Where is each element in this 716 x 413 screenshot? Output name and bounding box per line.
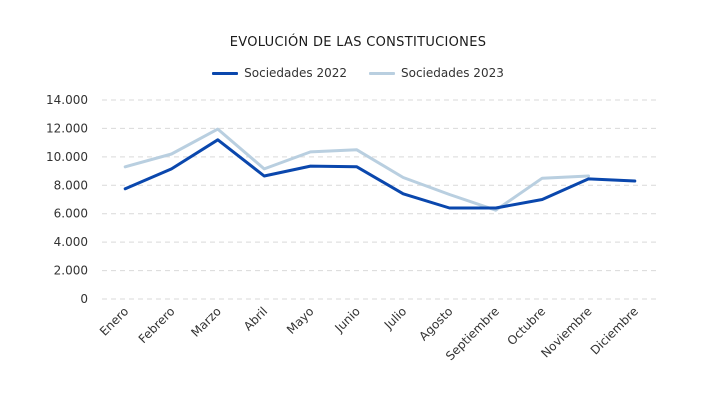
y-tick-label: 12.000 bbox=[46, 121, 88, 135]
series-line-2023 bbox=[123, 127, 590, 212]
x-tick-label: Diciembre bbox=[588, 304, 641, 357]
y-tick-label: 8.000 bbox=[54, 178, 88, 192]
y-tick-label: 6.000 bbox=[54, 207, 88, 221]
legend-swatch-2023 bbox=[369, 71, 395, 75]
y-tick-label: 0 bbox=[80, 292, 88, 306]
x-tick-label: Enero bbox=[97, 304, 131, 338]
chart-title: EVOLUCIÓN DE LAS CONSTITUCIONES bbox=[229, 35, 487, 50]
x-tick-label: Noviembre bbox=[538, 304, 594, 360]
y-tick-label: 2.000 bbox=[54, 264, 88, 278]
legend-swatch-2022 bbox=[212, 71, 239, 75]
series-line-2022 bbox=[123, 138, 637, 210]
legend-item-2022: Sociedades 2022 bbox=[212, 66, 347, 80]
x-tick-label: Marzo bbox=[188, 304, 224, 340]
x-tick-label: Mayo bbox=[284, 304, 317, 337]
x-tick-label: Febrero bbox=[136, 304, 178, 346]
x-tick-label: Julio bbox=[381, 304, 409, 332]
legend-label-2023: Sociedades 2023 bbox=[401, 66, 504, 80]
y-tick-label: 4.000 bbox=[54, 235, 88, 249]
y-tick-label: 10.000 bbox=[46, 150, 88, 164]
legend-item-2023: Sociedades 2023 bbox=[369, 66, 504, 80]
y-tick-label: 14.000 bbox=[46, 93, 88, 107]
legend: Sociedades 2022 Sociedades 2023 bbox=[0, 66, 716, 80]
x-tick-label: Abril bbox=[241, 304, 270, 333]
x-tick-label: Junio bbox=[332, 304, 363, 335]
legend-label-2022: Sociedades 2022 bbox=[244, 66, 347, 80]
x-tick-label: Octubre bbox=[504, 304, 548, 348]
x-tick-label: Agosto bbox=[416, 304, 455, 343]
